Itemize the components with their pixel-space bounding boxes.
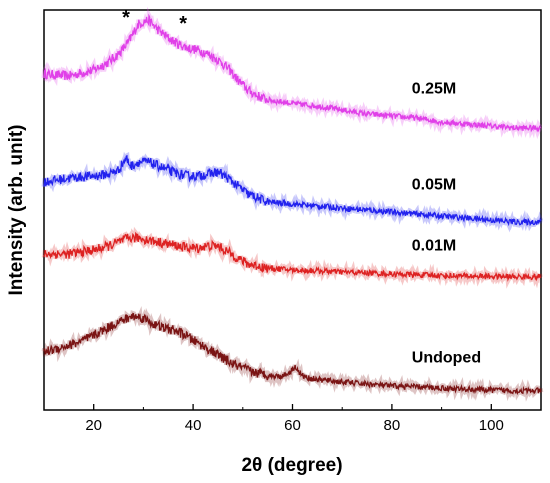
x-tick-label-60: 60 [284, 417, 301, 434]
x-ticks: 20 40 60 80 100 [43, 404, 542, 434]
annotations: * * [122, 7, 187, 35]
series-label-0-01m: 0.01M [412, 238, 456, 255]
series-labels: 0.25M 0.05M 0.01M Undoped [412, 81, 481, 367]
series-label-undoped: Undoped [412, 350, 481, 367]
x-tick-label-100: 100 [479, 417, 504, 434]
x-tick-label-20: 20 [85, 417, 102, 434]
series-halo-0-25m [41, 6, 543, 140]
x-axis-label: 2θ (degree) [241, 455, 342, 476]
series-label-0-05m: 0.05M [412, 177, 456, 194]
y-axis-label: Intensity (arb. unit) [6, 125, 27, 296]
series-line-0-01m [43, 231, 542, 282]
annotation-asterisk-1: * [122, 7, 130, 29]
x-tick-label-80: 80 [384, 417, 401, 434]
series-line-undoped [43, 312, 542, 396]
series-line-0-25m [43, 13, 541, 133]
series-label-0-25m: 0.25M [412, 81, 456, 98]
series-lines [41, 6, 544, 402]
annotation-asterisk-2: * [179, 13, 187, 35]
series-line-0-05m [43, 154, 542, 227]
series-halo-0-05m [41, 151, 544, 233]
x-tick-label-40: 40 [185, 417, 202, 434]
